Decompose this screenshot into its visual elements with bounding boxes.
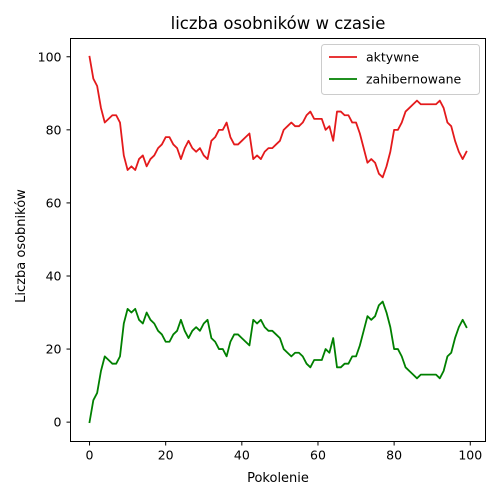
y-tick-label: 40 <box>46 268 62 283</box>
y-tick-label: 60 <box>46 195 62 210</box>
legend: aktywne zahibernowane <box>321 44 480 95</box>
series-line-0 <box>88 55 468 179</box>
series-line-1 <box>88 300 468 424</box>
x-tick-label: 60 <box>310 448 326 463</box>
y-axis-ticks: 0 20 40 60 80 100 <box>38 49 71 430</box>
x-axis-label: Pokolenie <box>247 471 309 486</box>
legend-label-0: aktywne <box>366 50 419 65</box>
chart-title: liczba osobników w czasie <box>171 14 386 33</box>
x-tick-label: 20 <box>158 448 174 463</box>
x-tick-label: 80 <box>386 448 402 463</box>
x-tick-label: 40 <box>234 448 250 463</box>
y-tick-label: 80 <box>46 122 62 137</box>
y-tick-label: 100 <box>38 49 62 64</box>
x-tick-label: 100 <box>458 448 482 463</box>
y-tick-label: 20 <box>46 342 62 357</box>
plot-area <box>88 55 468 424</box>
y-axis-label: Liczba osobników <box>14 189 29 303</box>
legend-label-1: zahibernowane <box>366 72 462 87</box>
plot-frame <box>70 38 486 442</box>
x-tick-label: 0 <box>86 448 94 463</box>
y-tick-label: 0 <box>54 415 62 430</box>
legend-box <box>321 44 480 95</box>
x-axis-ticks: 0 20 40 60 80 100 <box>86 441 482 463</box>
